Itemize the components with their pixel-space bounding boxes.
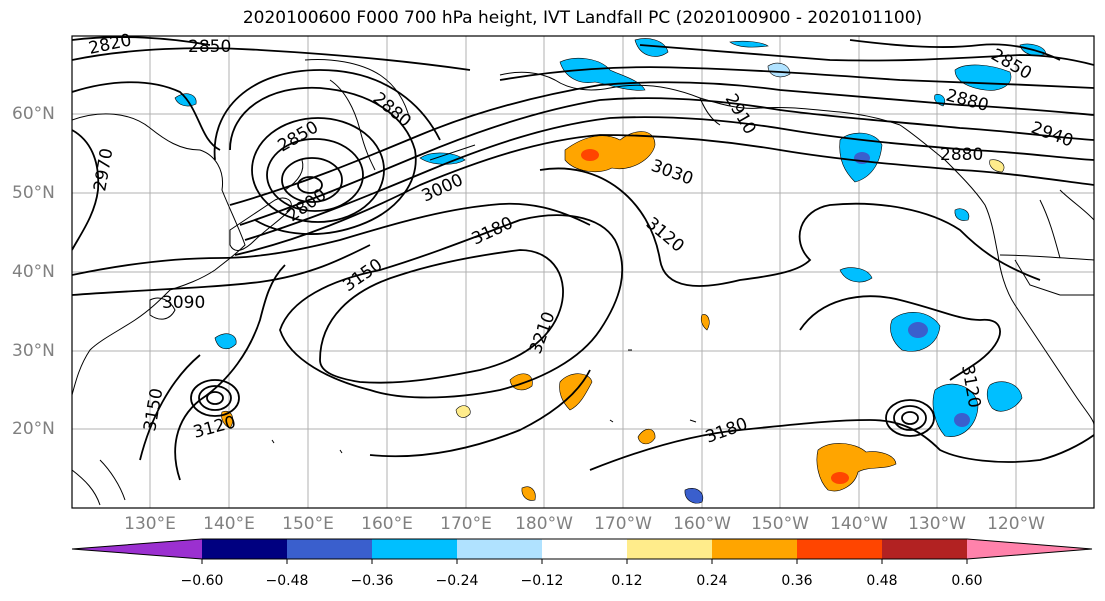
colorbar-extend-low [72,539,202,559]
lat-label: 30°N [12,341,55,361]
ivt-positive-area [700,314,710,331]
ivt-positive-area [637,428,656,445]
colorbar-bin [627,539,712,559]
colorbar-bin [287,539,372,559]
lat-label: 60°N [12,104,55,124]
colorbar-label: −0.36 [350,573,394,589]
map-border [71,35,1095,509]
colorbar-bin [457,539,542,559]
gridlines [72,36,1094,508]
lon-label: 130°E [124,514,176,534]
colorbar-bin [797,539,882,559]
ivt-negative-area [634,38,669,57]
colorbar-label: 0.24 [696,573,728,589]
colorbar-bin [542,539,627,559]
ivt-negative-area [729,40,769,48]
ivt-positive-area [455,405,471,418]
lon-label: 150°E [282,514,334,534]
colorbar-label: 0.48 [866,573,898,589]
colorbar-label: −0.24 [435,573,479,589]
colorbar-label: 0.12 [611,573,643,589]
lon-label: 180°W [515,514,573,534]
coastlines [72,59,1094,506]
ivt-negative-core [908,322,928,338]
lat-label: 20°N [12,419,55,439]
ivt-positive-area [559,373,593,411]
lat-label: 50°N [12,183,55,203]
contour-label: 2850 [188,37,231,57]
colorbar-bin [712,539,797,559]
colorbar-label: 0.36 [781,573,813,589]
ivt-negative-area [559,57,646,91]
ivt-negative-area [839,267,873,283]
ivt-positive-area [521,486,536,501]
ivt-positive-core [831,472,849,484]
contour-label: 2880 [940,145,983,165]
ivt-negative-area [767,62,791,78]
map-title: 2020100600 F000 700 hPa height, IVT Land… [242,8,923,28]
lat-label: 40°N [12,262,55,282]
colorbar [71,538,1093,564]
ivt-negative-area [954,208,970,221]
colorbar-bin [372,539,457,559]
lon-label: 160°W [673,514,731,534]
ivt-negative-area [684,488,704,504]
colorbar-bin [202,539,287,559]
ivt-shading [174,38,1047,504]
lon-label: 130°W [908,514,966,534]
lon-label: 170°E [440,514,492,534]
ivt-negative-area [214,333,237,350]
lon-label: 140°W [830,514,888,534]
height-contours [72,36,1094,481]
lon-label: 170°W [594,514,652,534]
colorbar-label: −0.60 [180,573,224,589]
lon-label: 160°E [361,514,413,534]
contour-label: 3090 [162,293,205,313]
lon-label: 120°W [987,514,1045,534]
colorbar-label: −0.12 [520,573,564,589]
ivt-negative-core [954,413,970,427]
ivt-negative-area [419,152,466,165]
ivt-negative-area [174,93,197,107]
ivt-positive-area [564,131,656,173]
ivt-negative-area [986,381,1023,412]
lon-label: 140°E [203,514,255,534]
lon-label: 150°W [751,514,809,534]
colorbar-extend-high [967,539,1092,559]
ivt-positive-core [581,149,599,161]
ivt-positive-area [989,159,1005,173]
colorbar-label: −0.48 [265,573,309,589]
colorbar-label: 0.60 [951,573,983,589]
colorbar-bin [882,539,967,559]
